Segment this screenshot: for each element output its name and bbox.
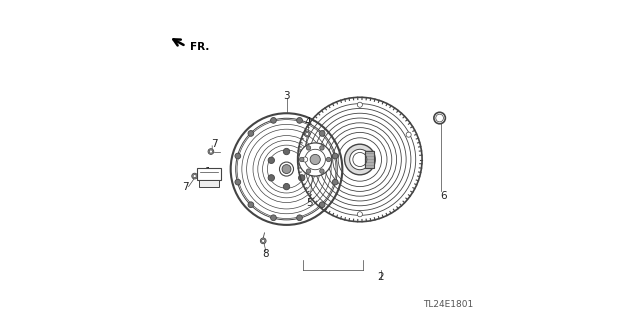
Circle shape <box>298 175 305 181</box>
Circle shape <box>297 117 303 123</box>
Circle shape <box>268 175 275 181</box>
Circle shape <box>357 212 362 217</box>
Bar <box>200 180 219 187</box>
Circle shape <box>192 173 198 179</box>
Circle shape <box>297 215 303 221</box>
Circle shape <box>230 113 342 225</box>
Circle shape <box>284 183 290 190</box>
Circle shape <box>307 169 311 173</box>
Circle shape <box>307 146 311 150</box>
Text: TL24E1801: TL24E1801 <box>423 300 473 309</box>
Circle shape <box>235 153 241 159</box>
Circle shape <box>332 153 338 159</box>
Circle shape <box>434 112 445 124</box>
Circle shape <box>282 165 291 174</box>
Circle shape <box>248 202 253 208</box>
Circle shape <box>305 131 310 137</box>
Circle shape <box>209 150 212 153</box>
Circle shape <box>299 143 332 176</box>
Circle shape <box>260 238 266 244</box>
Text: 4: 4 <box>305 117 311 127</box>
Circle shape <box>349 149 370 170</box>
Circle shape <box>284 148 290 155</box>
Circle shape <box>208 149 214 154</box>
Circle shape <box>298 97 422 222</box>
Text: 3: 3 <box>283 91 290 101</box>
Circle shape <box>248 130 253 136</box>
Circle shape <box>271 117 276 123</box>
Circle shape <box>306 132 309 136</box>
Circle shape <box>268 157 275 164</box>
Circle shape <box>319 130 325 136</box>
Text: 1: 1 <box>205 167 212 177</box>
Circle shape <box>271 215 276 221</box>
Text: 8: 8 <box>262 249 269 259</box>
Circle shape <box>303 157 308 162</box>
Circle shape <box>357 102 362 107</box>
Circle shape <box>310 154 320 165</box>
Bar <box>197 168 221 180</box>
Circle shape <box>280 162 294 176</box>
Text: FR.: FR. <box>190 42 209 52</box>
Circle shape <box>262 239 265 242</box>
Circle shape <box>320 146 324 150</box>
Bar <box>365 151 374 168</box>
Text: 7: 7 <box>211 139 218 149</box>
Circle shape <box>319 202 325 208</box>
Text: 2: 2 <box>378 271 384 282</box>
Circle shape <box>320 169 324 173</box>
Circle shape <box>235 179 241 185</box>
Circle shape <box>300 157 304 162</box>
Circle shape <box>298 157 305 164</box>
Circle shape <box>406 132 412 137</box>
Circle shape <box>332 179 338 185</box>
Circle shape <box>344 144 375 175</box>
Text: 5: 5 <box>307 198 313 208</box>
Circle shape <box>193 174 196 178</box>
Text: 7: 7 <box>182 182 189 192</box>
Circle shape <box>326 157 331 162</box>
Text: 6: 6 <box>440 191 447 201</box>
